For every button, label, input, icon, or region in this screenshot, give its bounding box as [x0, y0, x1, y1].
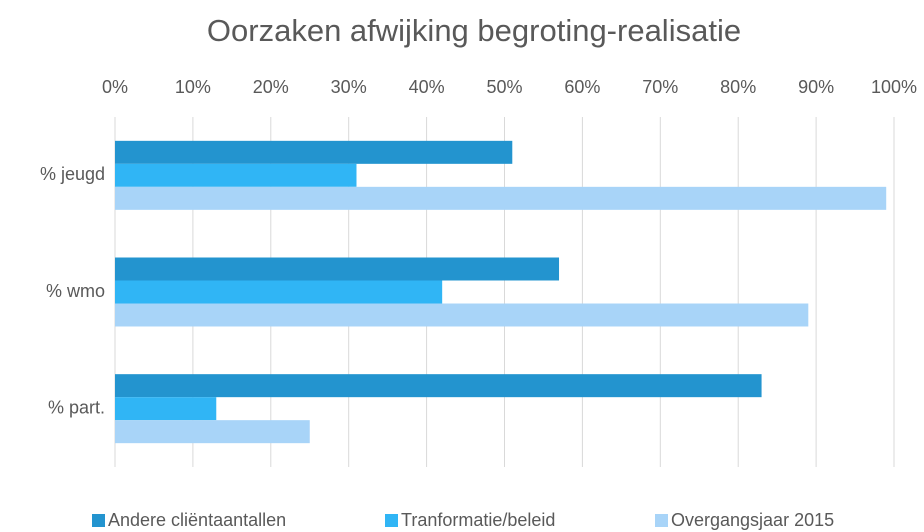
bar: [115, 397, 217, 421]
x-tick-label: 60%: [564, 77, 600, 97]
x-tick-label: 70%: [642, 77, 678, 97]
y-tick-label: % jeugd: [40, 164, 105, 184]
legend-swatch: [655, 514, 668, 527]
legend-label: Overgangsjaar 2015: [671, 510, 834, 530]
y-tick-label: % wmo: [46, 281, 105, 301]
bar: [115, 280, 443, 304]
legend-label: Tranformatie/beleid: [401, 510, 555, 530]
y-tick-label: % part.: [48, 397, 105, 417]
x-tick-label: 0%: [102, 77, 128, 97]
bar: [115, 163, 357, 187]
legend-label: Andere cliëntaantallen: [108, 510, 286, 530]
x-tick-label: 100%: [871, 77, 917, 97]
x-tick-label: 40%: [409, 77, 445, 97]
x-tick-label: 10%: [175, 77, 211, 97]
legend-swatch: [92, 514, 105, 527]
bar: [115, 420, 310, 444]
x-tick-label: 50%: [486, 77, 522, 97]
bar: [115, 374, 762, 398]
bar: [115, 140, 513, 164]
x-tick-label: 90%: [798, 77, 834, 97]
legend-swatch: [385, 514, 398, 527]
bar: [115, 303, 809, 327]
x-tick-label: 80%: [720, 77, 756, 97]
bar: [115, 257, 560, 281]
chart-title: Oorzaken afwijking begroting-realisatie: [207, 13, 741, 48]
x-tick-label: 30%: [331, 77, 367, 97]
x-tick-label: 20%: [253, 77, 289, 97]
bar: [115, 186, 887, 210]
